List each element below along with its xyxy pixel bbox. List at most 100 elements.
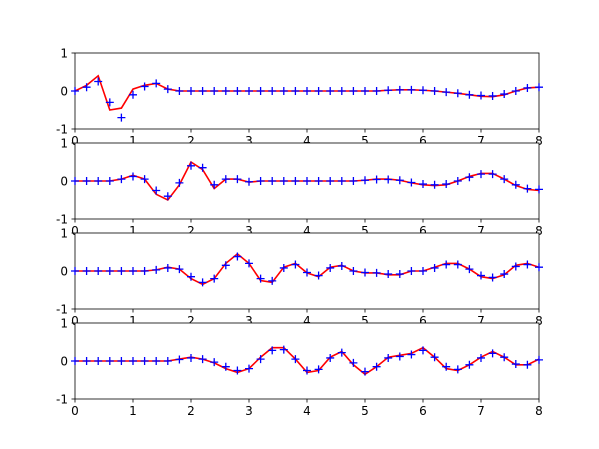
plus-marker <box>349 358 358 367</box>
plus-marker <box>163 192 172 201</box>
plus-marker <box>314 177 323 185</box>
x-tick-label: 8 <box>535 134 543 148</box>
plus-marker <box>477 271 485 280</box>
plus-marker <box>419 86 427 95</box>
plus-marker <box>535 355 543 364</box>
y-tick-label: 1 <box>60 137 68 151</box>
plus-marker <box>105 357 114 365</box>
x-tick-label: 1 <box>129 404 137 418</box>
plus-marker <box>303 177 311 185</box>
plus-marker <box>152 79 161 88</box>
plus-marker <box>488 273 497 282</box>
plus-marker <box>105 98 114 107</box>
x-tick-label: 8 <box>535 314 543 328</box>
plus-marker <box>303 268 311 277</box>
plus-marker <box>477 91 485 100</box>
x-tick-label: 2 <box>187 134 195 148</box>
plus-marker <box>129 357 137 365</box>
plus-marker <box>314 271 323 280</box>
plus-marker <box>245 364 253 373</box>
plus-marker <box>477 353 485 362</box>
plus-marker <box>117 267 126 275</box>
plus-marker <box>198 278 207 287</box>
plus-marker <box>500 353 509 362</box>
plus-marker <box>314 365 323 374</box>
x-tick-label: 0 <box>71 134 79 148</box>
x-tick-label: 4 <box>303 134 311 148</box>
plus-marker <box>175 178 184 187</box>
plus-marker <box>82 357 91 365</box>
plus-marker <box>129 172 137 181</box>
plus-marker <box>175 355 184 364</box>
plus-marker <box>500 270 509 279</box>
plus-marker <box>372 268 381 277</box>
plus-marker <box>361 367 369 376</box>
plus-marker <box>140 267 149 275</box>
plus-marker <box>245 177 253 186</box>
plus-marker <box>140 82 149 91</box>
plus-marker <box>523 83 532 92</box>
y-tick-label: 1 <box>60 317 68 331</box>
plus-marker <box>221 175 230 184</box>
plus-marker <box>129 267 137 275</box>
plus-marker <box>94 177 103 185</box>
x-tick-label: 1 <box>129 224 137 238</box>
plus-marker <box>326 353 335 362</box>
plus-marker <box>477 170 485 179</box>
plus-marker <box>442 362 451 371</box>
plus-marker <box>453 89 462 98</box>
plus-marker <box>233 87 242 95</box>
x-tick-label: 0 <box>71 404 79 418</box>
plus-marker <box>163 357 172 365</box>
x-tick-label: 5 <box>361 134 369 148</box>
plus-marker <box>71 87 79 95</box>
y-tick-label: 0 <box>60 85 68 99</box>
plus-marker <box>233 175 242 184</box>
plus-marker <box>430 87 439 95</box>
plus-marker <box>395 176 404 185</box>
plus-marker <box>233 252 242 261</box>
plus-marker <box>384 175 393 184</box>
plus-marker <box>187 161 195 170</box>
x-tick-label: 3 <box>245 224 253 238</box>
x-tick-label: 8 <box>535 224 543 238</box>
plus-marker <box>152 265 161 274</box>
x-tick-label: 1 <box>129 314 137 328</box>
y-tick-label: -1 <box>56 393 68 407</box>
plus-marker <box>105 267 114 275</box>
x-tick-label: 3 <box>245 314 253 328</box>
x-tick-label: 8 <box>535 404 543 418</box>
plus-marker <box>198 87 207 95</box>
plus-marker <box>71 357 79 365</box>
plus-marker <box>361 268 369 277</box>
plus-marker <box>152 357 161 365</box>
x-tick-label: 6 <box>419 404 427 418</box>
plus-marker <box>384 86 393 95</box>
plus-marker <box>372 362 381 371</box>
plus-marker <box>407 350 416 359</box>
plus-marker <box>140 357 149 365</box>
plus-marker <box>419 180 427 189</box>
plus-marker <box>94 267 103 275</box>
plus-marker <box>326 263 335 272</box>
plus-marker <box>117 175 126 184</box>
plus-marker <box>117 113 126 122</box>
plus-marker <box>256 274 265 283</box>
plus-marker <box>117 357 126 365</box>
plus-marker <box>395 270 404 279</box>
plus-marker <box>349 177 358 185</box>
plus-marker <box>105 177 114 185</box>
plus-marker <box>523 360 532 369</box>
plus-marker <box>291 87 300 95</box>
plus-marker <box>221 261 230 270</box>
plus-marker <box>129 90 137 99</box>
plus-marker <box>279 345 288 354</box>
plus-marker <box>361 176 369 185</box>
x-tick-label: 7 <box>477 404 485 418</box>
plus-marker <box>198 163 207 172</box>
y-tick-label: 1 <box>60 47 68 61</box>
y-tick-label: -1 <box>56 303 68 317</box>
plus-marker <box>442 180 451 189</box>
plus-marker <box>442 260 451 269</box>
plus-marker <box>198 355 207 364</box>
